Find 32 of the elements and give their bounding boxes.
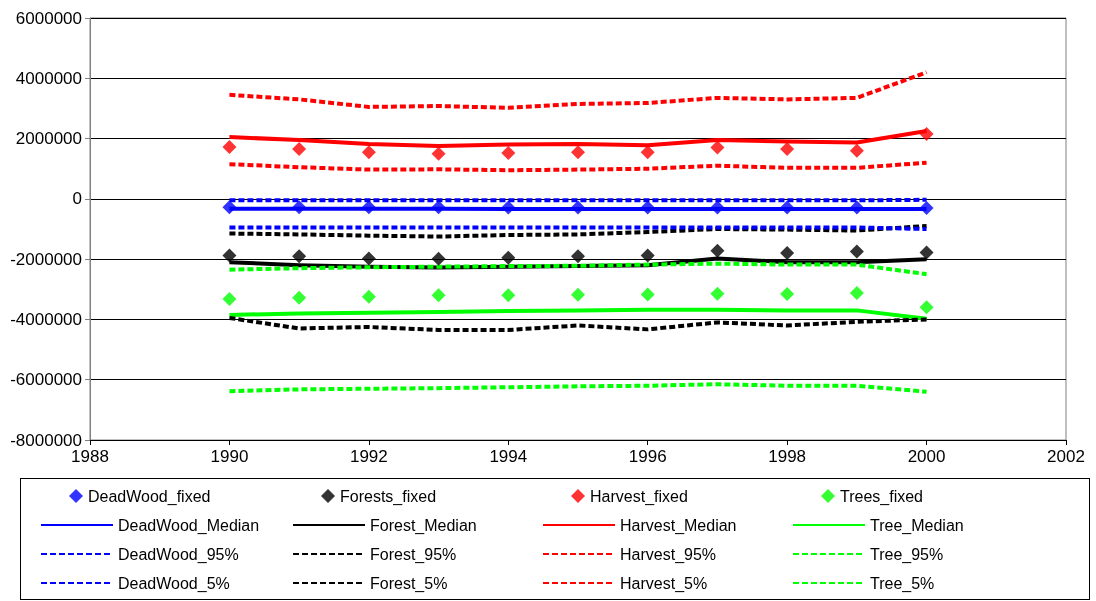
x-tick-label: 1996 (628, 447, 667, 466)
legend-label: Forest_5% (370, 574, 448, 593)
legend-label: DeadWood_5% (118, 574, 230, 593)
y-tick-label: 4000000 (15, 68, 82, 88)
legend-label: Harvest_5% (620, 574, 708, 593)
x-tick-label: 1988 (71, 447, 109, 466)
y-tick-label: -4000000 (10, 309, 82, 329)
legend-label: Harvest_Median (620, 516, 737, 535)
x-tick-label: 2002 (1047, 447, 1085, 466)
legend-label: DeadWood_Median (118, 516, 260, 535)
y-tick-label: 2000000 (15, 129, 82, 149)
y-tick-label: -2000000 (10, 249, 82, 269)
x-tick-label: 1994 (489, 447, 528, 466)
legend-label: Forests_fixed (340, 487, 437, 506)
legend-label: DeadWood_fixed (88, 487, 211, 506)
legend-label: Forest_95% (370, 545, 457, 564)
y-tick-label: -6000000 (10, 370, 82, 390)
legend-label: DeadWood_95% (118, 545, 239, 564)
legend-label: Tree_5% (870, 574, 935, 593)
legend-label: Tree_Median (870, 516, 964, 535)
legend-label: Trees_fixed (840, 487, 923, 506)
y-tick-label: 6000000 (15, 8, 82, 28)
y-tick-label: 0 (72, 189, 82, 209)
legend-label: Harvest_95% (620, 545, 717, 564)
x-tick-label: 2000 (907, 447, 946, 466)
x-tick-label: 1990 (210, 447, 249, 466)
legend-label: Forest_Median (370, 516, 477, 535)
legend-label: Harvest_fixed (590, 487, 688, 506)
x-tick-label: 1998 (768, 447, 807, 466)
y-tick-label: -8000000 (10, 430, 82, 450)
x-tick-label: 1992 (349, 447, 388, 466)
legend-label: Tree_95% (870, 545, 944, 564)
